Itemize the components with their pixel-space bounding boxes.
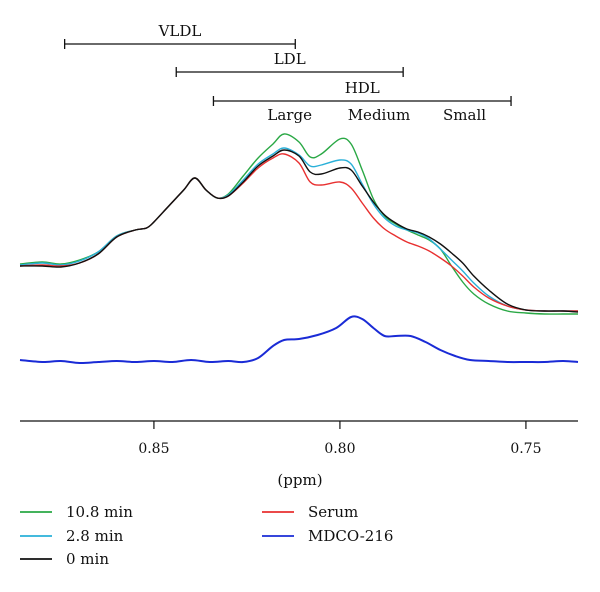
- series-line-2-8-min: [19, 147, 578, 312]
- range-ldl: LDL: [175, 50, 404, 77]
- spectrum-series-lines: [19, 133, 579, 365]
- legend-item-10-8-min: 10.8 min: [20, 503, 133, 521]
- series-line-mdco-216: [19, 315, 579, 365]
- series-line-10-8-min: [19, 133, 578, 315]
- legend-label: Serum: [308, 503, 358, 521]
- legend-label: MDCO-216: [308, 527, 393, 545]
- range-label-hdl: HDL: [345, 79, 380, 97]
- lipoprotein-range-annotations: VLDL LDL HDL Large Medium Small: [63, 22, 512, 124]
- x-tick-label-0: 0.85: [138, 441, 169, 457]
- legend-item-2-8-min: 2.8 min: [20, 527, 124, 545]
- range-hdl: HDL: [212, 79, 512, 106]
- legend-label: 0 min: [66, 550, 109, 568]
- series-line-serum: [19, 153, 578, 312]
- legend-item-mdco-216: MDCO-216: [262, 527, 393, 545]
- hdl-subclass-small: Small: [443, 106, 486, 124]
- legend-item-serum: Serum: [262, 503, 358, 521]
- hdl-subclass-medium: Medium: [348, 106, 411, 124]
- range-label-vldl: VLDL: [158, 22, 202, 40]
- x-tick-label-2: 0.75: [510, 441, 541, 457]
- legend: 10.8 min 2.8 min 0 min Serum MDCO-216: [20, 503, 393, 568]
- series-line-0-min: [19, 149, 579, 313]
- x-axis-label: (ppm): [277, 471, 322, 489]
- legend-label: 10.8 min: [66, 503, 133, 521]
- legend-label: 2.8 min: [66, 527, 124, 545]
- legend-item-0-min: 0 min: [20, 550, 109, 568]
- range-label-ldl: LDL: [274, 50, 306, 68]
- range-vldl: VLDL: [63, 22, 296, 49]
- x-tick-label-1: 0.80: [324, 441, 355, 457]
- x-axis: 0.85 0.80 0.75 (ppm): [20, 420, 578, 489]
- hdl-subclass-large: Large: [267, 106, 312, 124]
